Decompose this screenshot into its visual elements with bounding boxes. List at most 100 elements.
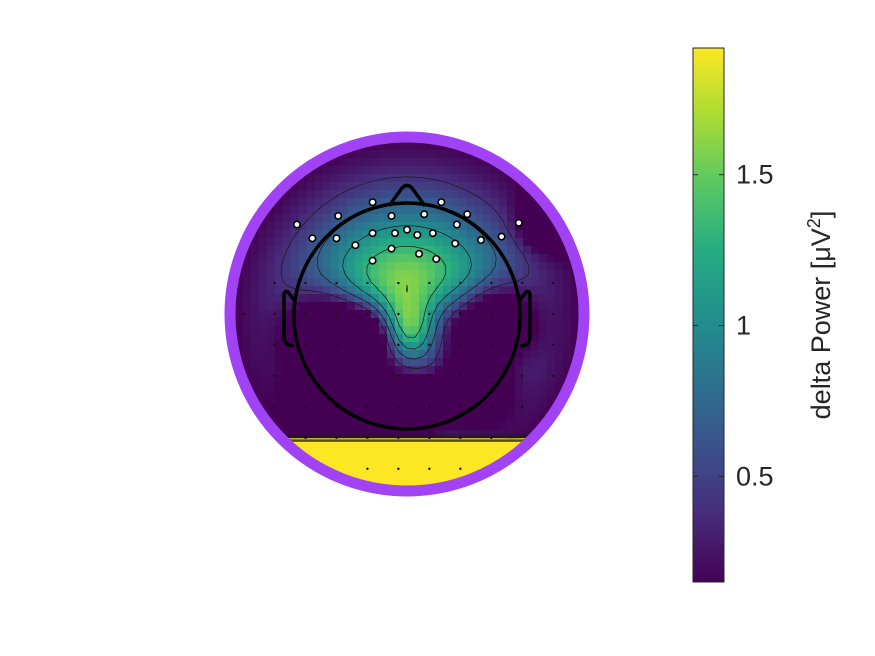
heatmap-cell	[403, 430, 412, 439]
sensor-dot	[459, 343, 462, 347]
heatmap-cell	[299, 390, 308, 399]
heatmap-cell	[331, 198, 340, 207]
heatmap-cell	[483, 350, 492, 359]
heatmap-cell	[507, 182, 516, 191]
heatmap-cell	[291, 358, 300, 367]
heatmap-cell	[443, 182, 452, 191]
heatmap-cell	[419, 334, 428, 343]
heatmap-cell	[275, 342, 284, 351]
heatmap-cell	[251, 246, 260, 255]
electrode-marker	[476, 236, 485, 245]
heatmap-cell	[467, 454, 476, 463]
heatmap-cell	[379, 478, 388, 486]
heatmap-cell	[507, 334, 516, 343]
sensor-dot	[428, 281, 431, 285]
heatmap-cell	[467, 398, 476, 407]
heatmap-cell	[475, 446, 484, 455]
heatmap-cell	[275, 326, 284, 335]
heatmap-cell	[531, 342, 540, 351]
heatmap-cell	[531, 326, 540, 335]
heatmap-cell	[491, 246, 500, 255]
heatmap-cell	[339, 294, 348, 303]
heatmap-cell	[387, 166, 396, 175]
heatmap-cell	[467, 166, 476, 175]
heatmap-cell	[499, 246, 508, 255]
heatmap-cell	[531, 286, 540, 295]
heatmap-cell	[427, 294, 436, 303]
heatmap-cell	[323, 318, 332, 327]
heatmap-cell	[331, 382, 340, 391]
heatmap-cell	[395, 470, 404, 479]
heatmap-cell	[531, 214, 540, 223]
heatmap-cell	[355, 326, 364, 335]
sensor-dot	[397, 467, 400, 470]
heatmap-cell	[291, 398, 300, 407]
heatmap-cell	[363, 182, 372, 191]
heatmap-cell	[331, 390, 340, 399]
heatmap-cell	[483, 406, 492, 415]
heatmap-cell	[347, 390, 356, 399]
heatmap-cell	[435, 158, 444, 167]
heatmap-cell	[363, 326, 372, 335]
sensor-dot	[459, 374, 462, 378]
heatmap-cell	[499, 430, 508, 439]
heatmap-cell	[451, 438, 460, 447]
electrode-marker	[463, 210, 472, 219]
heatmap-cell	[483, 182, 492, 191]
electrode-markers	[292, 198, 523, 265]
heatmap-cell	[499, 398, 508, 407]
heatmap-cell	[259, 374, 268, 383]
heatmap-cell	[435, 270, 444, 279]
heatmap-cell	[355, 174, 364, 183]
heatmap-cell	[395, 206, 404, 215]
heatmap-cell	[419, 142, 428, 151]
heatmap-cell	[451, 406, 460, 415]
heatmap-cell	[475, 246, 484, 255]
heatmap-cell	[411, 254, 420, 263]
heatmap-cell	[467, 334, 476, 343]
heatmap-cell	[515, 358, 524, 367]
electrode-marker	[437, 198, 446, 207]
heatmap-cell	[443, 414, 452, 423]
heatmap-cell	[539, 278, 548, 287]
heatmap-cell	[443, 214, 452, 223]
heatmap-cell	[371, 294, 380, 303]
heatmap-cell	[523, 430, 532, 439]
heatmap-cell	[427, 390, 436, 399]
heatmap-cell	[491, 294, 500, 303]
heatmap-cell	[323, 382, 332, 391]
heatmap-cell	[371, 350, 380, 359]
heatmap-cell	[251, 302, 260, 311]
heatmap-cell	[307, 190, 316, 199]
heatmap-cell	[371, 446, 380, 455]
heatmap-cell	[427, 198, 436, 207]
heatmap-cell	[371, 358, 380, 367]
heatmap-cell	[555, 278, 564, 287]
heatmap-cell	[243, 318, 252, 327]
electrode-marker	[308, 234, 317, 243]
heatmap-cell	[275, 254, 284, 263]
heatmap-cell	[291, 182, 300, 191]
heatmap-cell	[403, 254, 412, 263]
heatmap-cell	[235, 310, 244, 319]
sensor-dot	[428, 405, 431, 409]
heatmap-cell	[411, 166, 420, 175]
sensor-dot	[490, 374, 493, 378]
electrode-marker	[415, 249, 424, 258]
heatmap-cell	[491, 366, 500, 375]
heatmap-cell	[483, 214, 492, 223]
heatmap-cell	[275, 262, 284, 271]
heatmap-cell	[411, 158, 420, 167]
heatmap-cell	[491, 214, 500, 223]
heatmap-cell	[515, 406, 524, 415]
heatmap-cell	[467, 174, 476, 183]
heatmap-cell	[499, 382, 508, 391]
heatmap-cell	[387, 342, 396, 351]
electrode-marker	[368, 198, 377, 207]
heatmap-cell	[363, 222, 372, 231]
heatmap-cell	[291, 238, 300, 247]
heatmap-cell	[427, 166, 436, 175]
heatmap-cell	[387, 398, 396, 407]
heatmap-cell	[283, 270, 292, 279]
heatmap-cell	[275, 198, 284, 207]
